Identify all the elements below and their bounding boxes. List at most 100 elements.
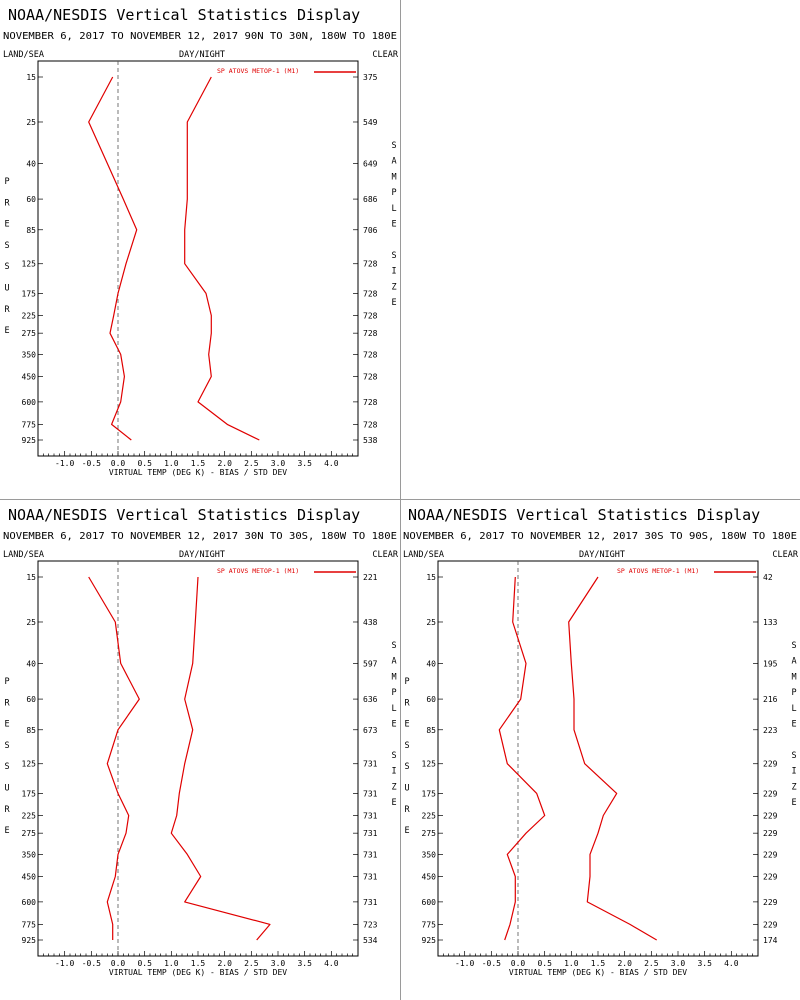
pressure-level-label: 40	[426, 659, 436, 668]
x-tick-label: -0.5	[82, 459, 101, 468]
pressure-level-label: 40	[26, 659, 36, 668]
sample-size-label: 686	[363, 195, 378, 204]
pressure-level-label: 775	[422, 920, 437, 929]
sample-size-label: 731	[363, 850, 378, 859]
y-axis-label-letter: U	[4, 284, 9, 294]
clear-label: CLEAR	[372, 50, 398, 60]
x-tick-label: 4.0	[324, 459, 339, 468]
x-tick-label: 1.0	[164, 959, 179, 968]
pressure-level-label: 175	[22, 289, 37, 298]
x-tick-label: 4.0	[324, 959, 339, 968]
plot-frame	[437, 560, 759, 957]
x-tick-label: 3.0	[271, 459, 286, 468]
y-axis-label-letter: R	[4, 198, 10, 208]
x-tick-label: 1.5	[191, 959, 206, 968]
y-axis-label-letter: E	[4, 220, 9, 230]
land-sea-label: LAND/SEA	[403, 550, 444, 560]
y2-axis-label-letter: I	[391, 767, 396, 777]
series-line-bias	[498, 576, 546, 941]
sample-size-label: 723	[363, 920, 378, 929]
x-tick-label: 2.0	[217, 959, 232, 968]
series-line-bias	[88, 576, 140, 940]
y2-axis-label-letter: S	[391, 251, 396, 261]
pressure-level-label: 85	[26, 226, 36, 235]
y-axis-label-letter: E	[4, 326, 9, 336]
pressure-level-label: 85	[26, 726, 36, 735]
x-tick-label: -1.0	[455, 959, 474, 968]
y2-axis-label-letter: I	[791, 767, 796, 777]
sample-size-label: 174	[763, 936, 778, 945]
sample-size-label: 229	[763, 811, 778, 820]
x-tick-label: 1.5	[591, 959, 606, 968]
x-tick-label: -0.5	[82, 959, 101, 968]
sample-size-label: 438	[363, 618, 378, 627]
y-axis-label-letter: P	[404, 677, 409, 687]
x-tick-label: 3.5	[297, 959, 312, 968]
x-tick-label: -1.0	[55, 959, 74, 968]
y2-axis-label-letter: E	[791, 798, 796, 808]
sample-size-label: 549	[363, 118, 378, 127]
y-axis-label-letter: S	[4, 741, 9, 751]
day-night-label: DAY/NIGHT	[579, 550, 625, 560]
sample-size-label: 731	[363, 789, 378, 798]
y2-axis-label-letter: L	[391, 704, 396, 714]
pressure-level-label: 60	[426, 695, 436, 704]
plot-frame	[37, 60, 359, 457]
day-night-label: DAY/NIGHT	[179, 550, 225, 560]
vertical-divider	[400, 0, 401, 1000]
pressure-level-label: 275	[22, 829, 37, 838]
chart-subtitle: NOVEMBER 6, 2017 TO NOVEMBER 12, 2017 30…	[403, 531, 797, 542]
sample-size-label: 673	[363, 726, 378, 735]
x-tick-label: 1.5	[191, 459, 206, 468]
y2-axis-label-letter: E	[391, 220, 396, 230]
pressure-level-label: 15	[426, 573, 436, 582]
pressure-level-label: 40	[26, 159, 36, 168]
pressure-level-label: 275	[22, 329, 37, 338]
vertical-statistics-chart: NOAA/NESDIS Vertical Statistics Display N…	[3, 506, 399, 977]
pressure-level-label: 175	[422, 789, 437, 798]
chart-title: NOAA/NESDIS Vertical Statistics Display	[8, 6, 360, 24]
y-axis-label-letter: S	[404, 762, 409, 772]
y2-axis-label-letter: I	[391, 267, 396, 277]
x-tick-label: 0.5	[137, 459, 152, 468]
pressure-level-label: 60	[26, 195, 36, 204]
sample-size-label: 229	[763, 789, 778, 798]
y-axis-label-letter: R	[404, 805, 410, 815]
pressure-level-label: 225	[22, 811, 37, 820]
x-tick-label: 0.0	[511, 959, 526, 968]
y2-axis-label-letter: S	[391, 141, 396, 151]
y2-axis-label-letter: S	[391, 751, 396, 761]
x-tick-label: 3.0	[671, 959, 686, 968]
y2-axis-label-letter: L	[791, 704, 796, 714]
y2-axis-label-letter: E	[791, 720, 796, 730]
y-axis-label-letter: U	[4, 784, 9, 794]
x-tick-label: 0.5	[537, 959, 552, 968]
sample-size-label: 728	[363, 329, 378, 338]
sample-size-label: 731	[363, 829, 378, 838]
sample-size-label: 229	[763, 760, 778, 769]
legend-label: SP ATOVS METOP-1 (M1)	[217, 67, 299, 75]
pressure-level-label: 350	[22, 350, 37, 359]
pressure-level-label: 15	[26, 573, 36, 582]
vertical-statistics-chart: NOAA/NESDIS Vertical Statistics Display N…	[403, 506, 799, 977]
x-tick-label: -1.0	[55, 459, 74, 468]
sample-size-label: 731	[363, 898, 378, 907]
sample-size-label: 229	[763, 873, 778, 882]
horizontal-divider	[0, 499, 800, 500]
legend-label: SP ATOVS METOP-1 (M1)	[217, 567, 299, 575]
y2-axis-label-letter: A	[391, 157, 396, 167]
pressure-level-label: 925	[22, 436, 37, 445]
panel-90n-30n: NOAA/NESDIS Vertical Statistics Display N…	[0, 0, 400, 500]
y-axis-label-letter: R	[4, 805, 10, 815]
vertical-statistics-chart: NOAA/NESDIS Vertical Statistics Display N…	[3, 6, 399, 477]
sample-size-label: 133	[763, 618, 778, 627]
x-tick-label: -0.5	[482, 959, 501, 968]
y-axis-label-letter: R	[4, 698, 10, 708]
y-axis-label-letter: P	[4, 177, 9, 187]
y2-axis-label-letter: E	[391, 298, 396, 308]
pressure-level-label: 25	[26, 118, 36, 127]
sample-size-label: 731	[363, 873, 378, 882]
pressure-level-label: 350	[422, 850, 437, 859]
y-axis-label-letter: S	[4, 241, 9, 251]
sample-size-label: 706	[363, 226, 378, 235]
